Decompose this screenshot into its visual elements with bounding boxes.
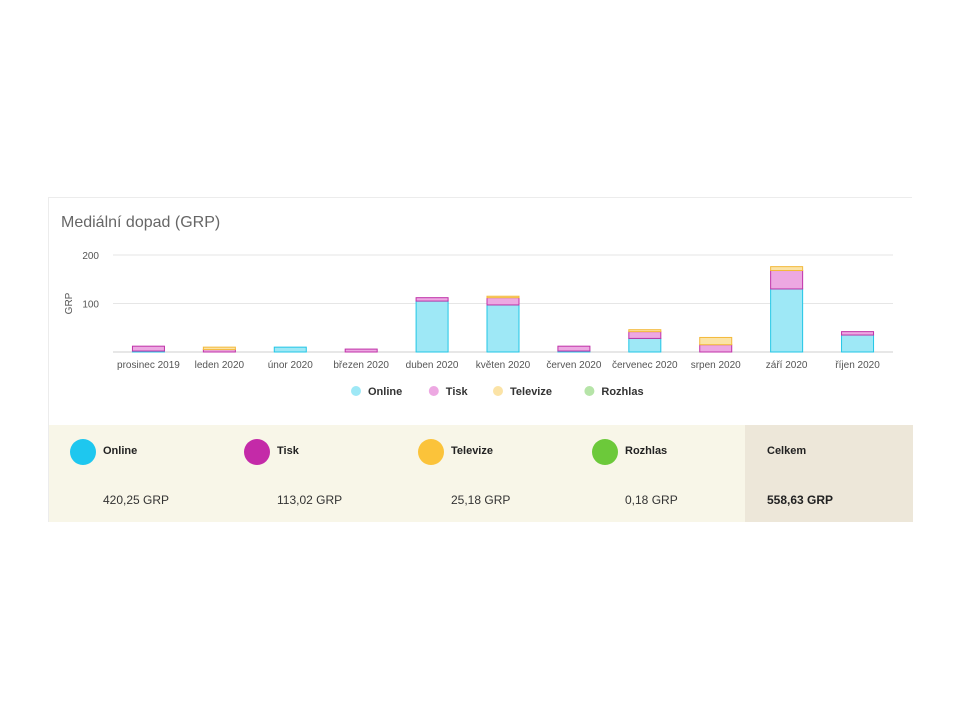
legend-label: Rozhlas — [601, 386, 643, 398]
televize-legend-marker — [493, 386, 503, 396]
bar-segment-online — [415, 300, 449, 353]
summary-label: Televize — [451, 445, 493, 457]
tisk-legend-marker — [428, 386, 439, 396]
legend-label: Tisk — [446, 386, 469, 398]
summary-value: 420,25 GRP — [103, 493, 170, 507]
x-tick-label: duben 2020 — [406, 360, 459, 371]
summary-tisk: Tisk 113,02 GRP — [223, 425, 397, 522]
summary-total: Celkem 558,63 GRP — [745, 425, 913, 522]
summary-label: Rozhlas — [625, 445, 668, 457]
summary-label: Online — [103, 445, 138, 457]
y-tick-label: 200 — [82, 251, 99, 262]
legend-label: Online — [368, 386, 402, 398]
online-dot-icon — [70, 439, 96, 465]
bar-segment-online — [273, 346, 307, 353]
card-title: Mediální dopad (GRP) — [61, 214, 221, 231]
grp-bar-chart: 100 200 GRP prosinec 2019 leden 2020 únor 202… — [64, 251, 893, 398]
x-tick-label: červenec 2020 — [612, 360, 678, 371]
bar-segment-online — [486, 304, 520, 353]
bar-segment-televize — [486, 295, 520, 299]
y-axis-title: GRP — [64, 292, 75, 314]
summary-label: Tisk — [277, 445, 299, 457]
x-tick-label: květen 2020 — [476, 360, 531, 371]
legend-label: Televize — [510, 386, 552, 398]
bar-segment-online — [770, 288, 804, 353]
online-legend-marker — [351, 386, 361, 396]
bar-segment-tisk — [557, 345, 591, 352]
bar-segment-televize — [202, 346, 236, 351]
media-impact-card: Mediální dopad (GRP) 100 200 GRP prosinec 2… — [48, 197, 913, 522]
summary-online: Online 420,25 GRP — [49, 425, 223, 522]
summary-rozhlas: Rozhlas 0,18 GRP — [571, 425, 745, 522]
bar-segment-tisk — [131, 345, 165, 352]
bar-segment-tisk — [344, 348, 378, 353]
total-label: Celkem — [767, 445, 807, 457]
x-tick-label: prosinec 2019 — [117, 360, 180, 371]
x-tick-label: říjen 2020 — [835, 360, 880, 371]
y-tick-label: 100 — [82, 300, 99, 311]
rozhlas-legend-marker — [584, 386, 595, 396]
bar-segment-tisk — [486, 297, 520, 306]
total-value: 558,63 GRP — [767, 493, 834, 507]
bar-segment-tisk — [415, 297, 449, 302]
x-tick-label: únor 2020 — [268, 360, 313, 371]
bar-segment-online — [628, 337, 662, 353]
summary-bar: Online 420,25 GRP Tisk 113,02 GRP Televi… — [49, 425, 913, 522]
bar-segment-tisk — [628, 331, 662, 339]
x-tick-label: září 2020 — [766, 360, 808, 371]
tisk-dot-icon — [244, 439, 270, 465]
x-tick-label: leden 2020 — [195, 360, 245, 371]
bar-segment-tisk — [841, 331, 875, 336]
bar-segment-televize — [770, 266, 804, 272]
bar-segment-tisk — [770, 270, 804, 290]
summary-value: 0,18 GRP — [625, 493, 678, 507]
summary-televize: Televize 25,18 GRP — [397, 425, 571, 522]
televize-dot-icon — [418, 439, 444, 465]
x-tick-label: červen 2020 — [546, 360, 601, 371]
bar-segment-tisk — [699, 344, 733, 353]
bar-segment-televize — [628, 329, 662, 333]
bar-segment-televize — [699, 336, 733, 346]
summary-value: 25,18 GRP — [451, 493, 511, 507]
x-tick-label: srpen 2020 — [691, 360, 741, 371]
summary-value: 113,02 GRP — [277, 493, 343, 507]
bar-segment-online — [841, 334, 875, 353]
rozhlas-dot-icon — [592, 439, 618, 465]
x-tick-label: březen 2020 — [333, 360, 389, 371]
